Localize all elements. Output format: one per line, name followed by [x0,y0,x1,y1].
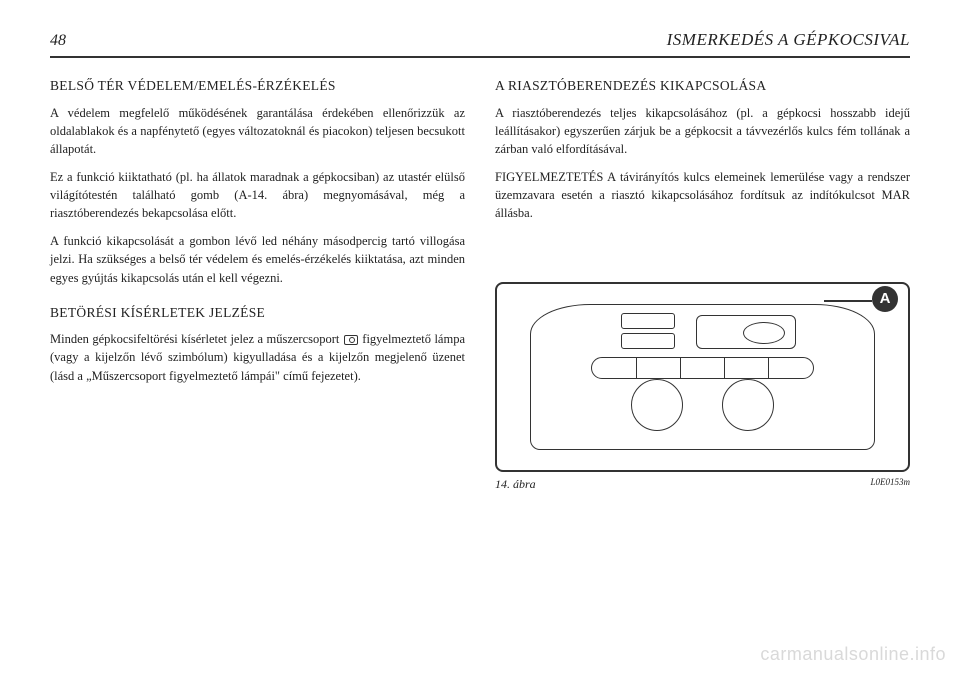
section-1-para-2: Ez a funkció kiiktatható (pl. ha állatok… [50,168,465,222]
page-number: 48 [50,32,66,50]
panel-button-1 [621,313,675,329]
section-3-para-2: FIGYELMEZTETÉS A távirányítós kulcs elem… [495,168,910,222]
section-2-title: BETÖRÉSI KÍSÉRLETEK JELZÉSE [50,303,465,323]
section-2-para-1: Minden gépkocsifeltörési kísérletet jele… [50,330,465,384]
car-warn-icon [344,335,358,345]
figure-label-line [824,300,872,302]
content-columns: BELSŐ TÉR VÉDELEM/EMELÉS-ÉRZÉKELÉS A véd… [50,76,910,494]
section-3-title: A RIASZTÓBERENDEZÉS KIKAPCSOLÁSA [495,76,910,96]
figure-caption-row: 14. ábra L0E0153m [495,476,910,493]
page-header: 48 ISMERKEDÉS A GÉPKOCSIVAL [50,30,910,58]
panel-button-3 [696,315,796,349]
section-2-text-a: Minden gépkocsifeltörési kísérletet jele… [50,332,343,346]
left-column: BELSŐ TÉR VÉDELEM/EMELÉS-ÉRZÉKELÉS A véd… [50,76,465,494]
panel-circle-right [722,379,774,431]
right-column: A RIASZTÓBERENDEZÉS KIKAPCSOLÁSA A riasz… [495,76,910,494]
section-1-para-1: A védelem megfelelő működésének garantál… [50,104,465,158]
overhead-console-drawing [530,304,874,450]
section-3-para-1: A riasztóberendezés teljes kikapcsolásáh… [495,104,910,158]
figure-label-a: A [872,286,898,312]
figure-code: L0E0153m [870,476,910,493]
section-1-para-3: A funkció kikapcsolását a gombon lévő le… [50,232,465,286]
figure-caption: 14. ábra [495,476,536,493]
panel-button-2 [621,333,675,349]
header-title: ISMERKEDÉS A GÉPKOCSIVAL [667,30,910,50]
panel-segment-row [591,357,813,379]
watermark: carmanualsonline.info [760,644,946,665]
figure-14: A [495,282,910,472]
section-1-title: BELSŐ TÉR VÉDELEM/EMELÉS-ÉRZÉKELÉS [50,76,465,96]
panel-circle-left [631,379,683,431]
